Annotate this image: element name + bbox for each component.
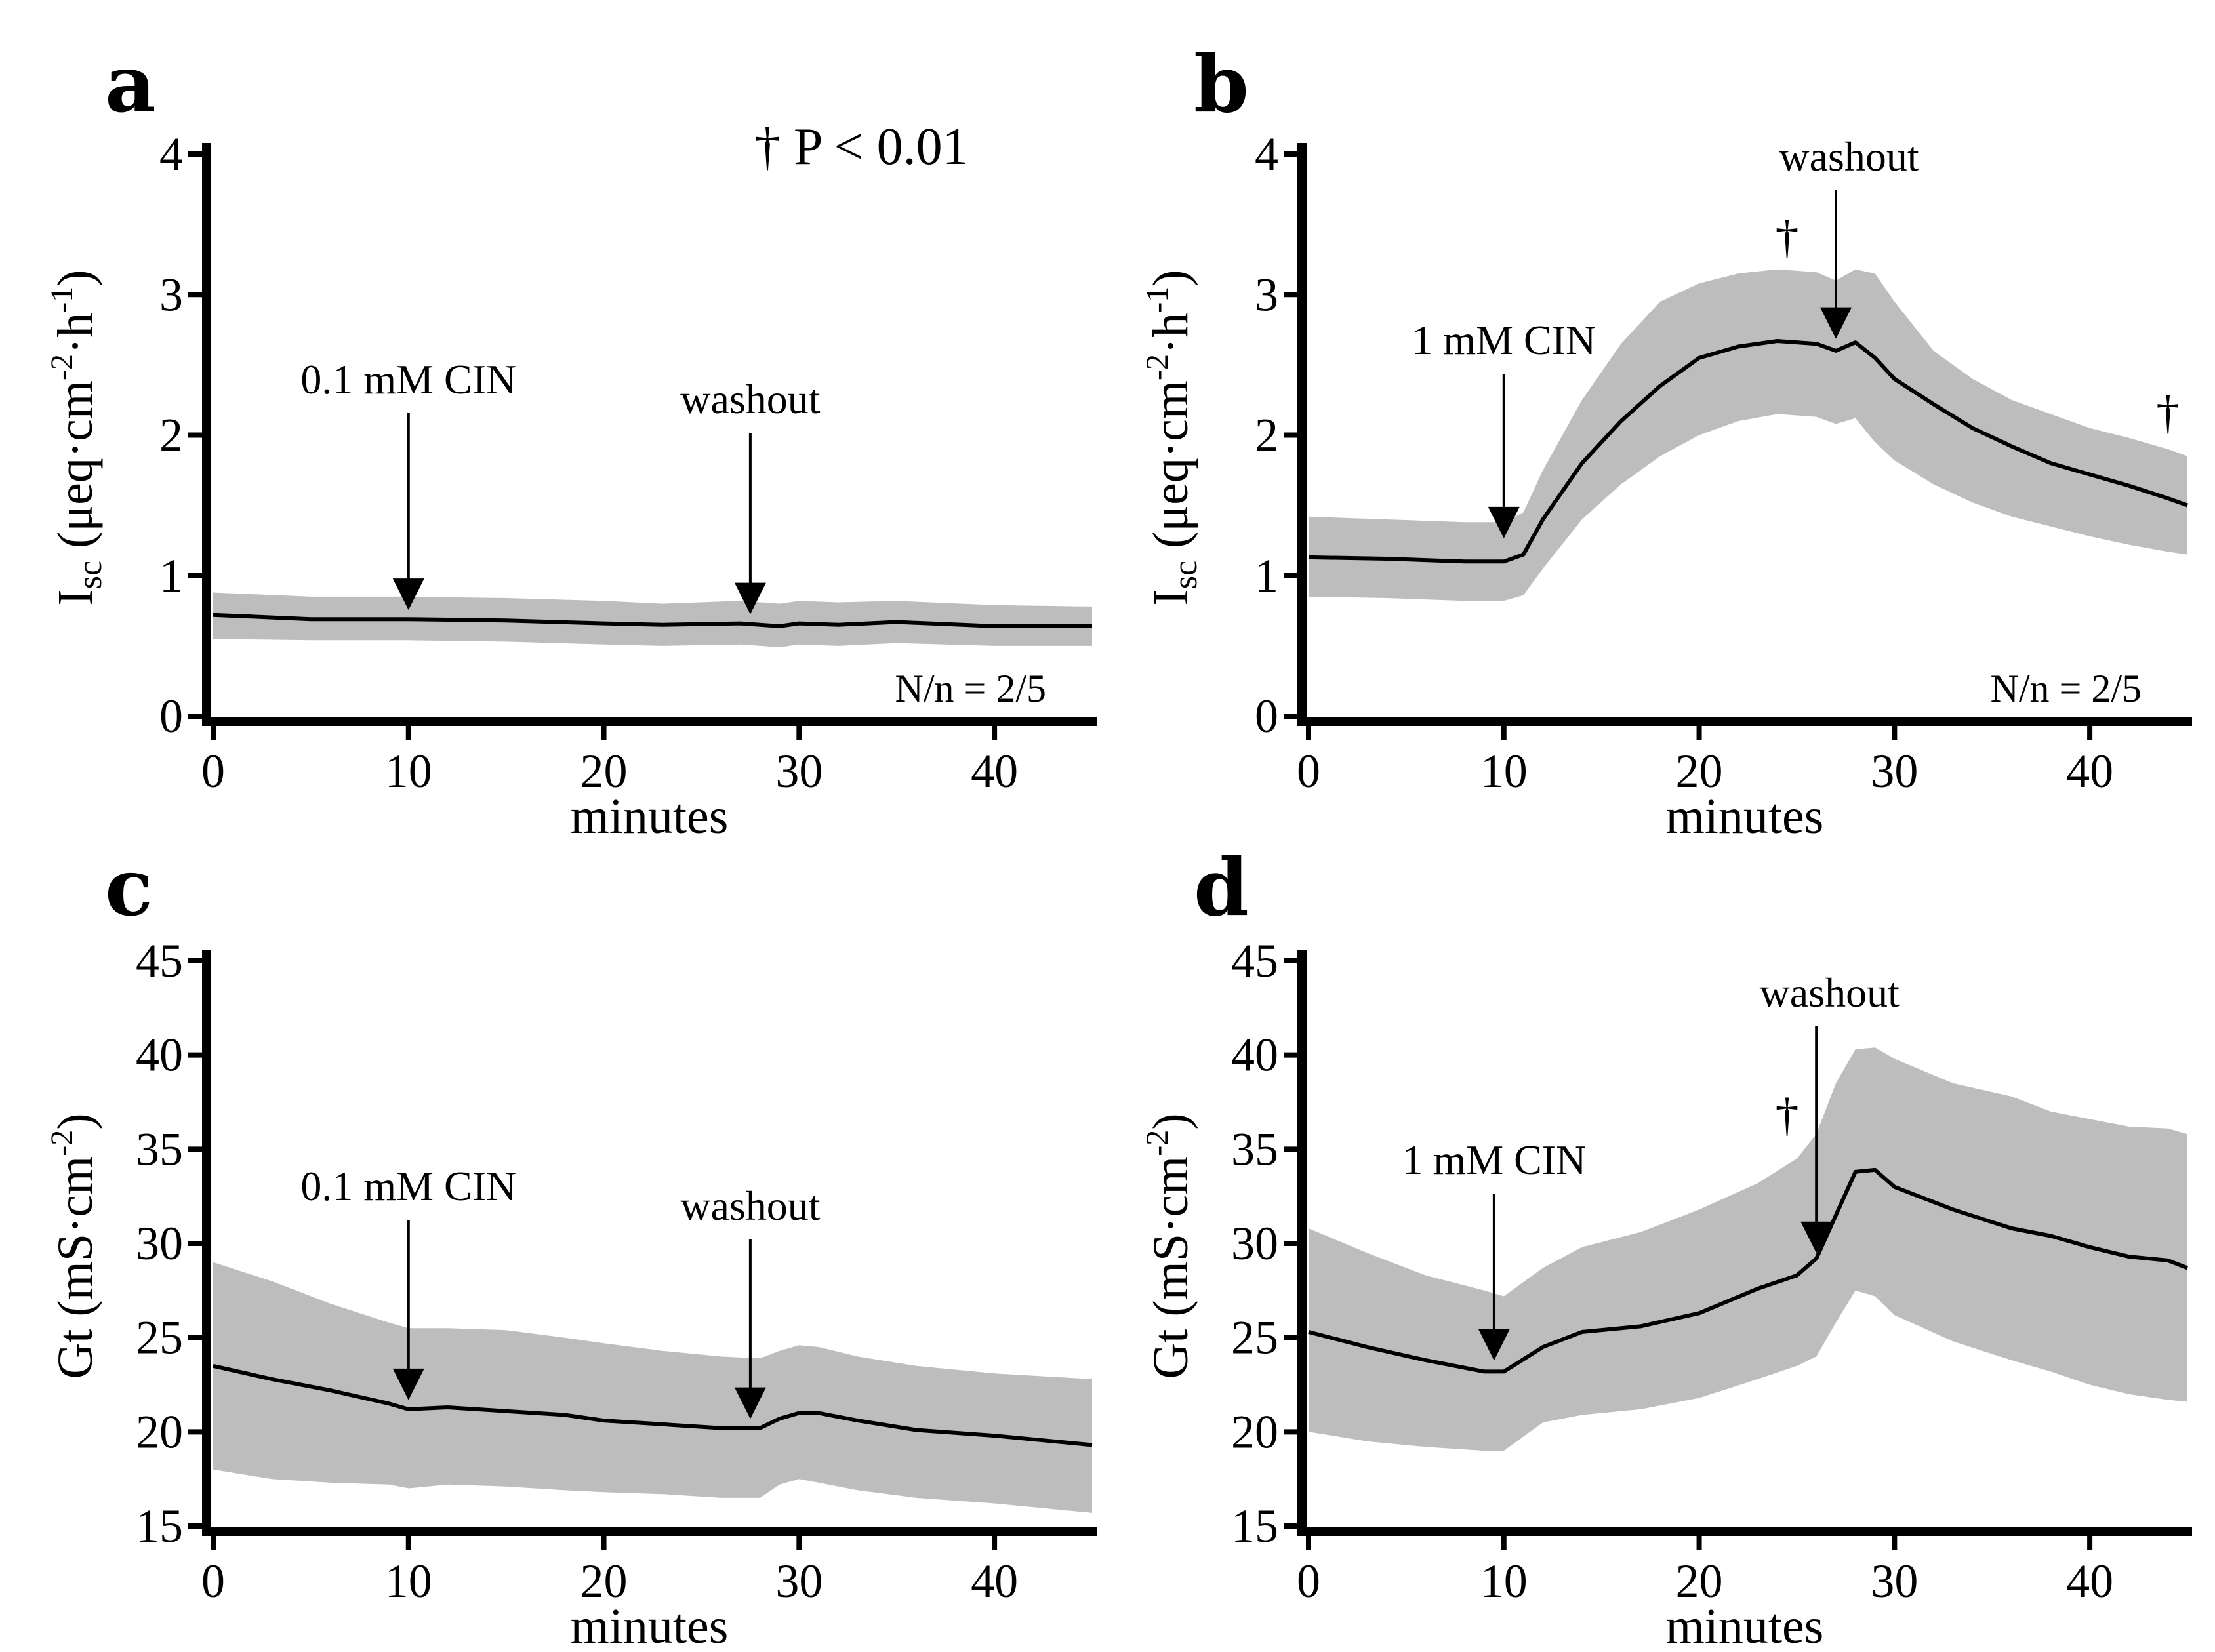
panel-letter-a: a bbox=[105, 38, 156, 131]
x-tick-label-c-0: 0 bbox=[201, 1555, 225, 1607]
n-label-a: N/n = 2/5 bbox=[895, 667, 1046, 710]
annotation-label-a-1: washout bbox=[680, 376, 821, 422]
y-tick-label-b-2: 2 bbox=[1255, 409, 1278, 462]
x-tick-label-d-2: 20 bbox=[1676, 1555, 1723, 1607]
y-tick-label-b-3: 3 bbox=[1255, 268, 1278, 321]
x-axis-title-b: minutes bbox=[1666, 789, 1824, 844]
sd-band-a bbox=[213, 592, 1092, 647]
y-tick-label-d-3: 30 bbox=[1231, 1217, 1278, 1270]
x-tick-label-d-4: 40 bbox=[2066, 1555, 2113, 1607]
y-axis-title-d: Gt (mS·cm-2) bbox=[1140, 1113, 1198, 1379]
y-tick-label-c-3: 30 bbox=[136, 1217, 183, 1270]
n-label-b: N/n = 2/5 bbox=[1990, 667, 2142, 710]
y-tick-label-c-0: 15 bbox=[136, 1500, 183, 1552]
x-tick-label-a-4: 40 bbox=[971, 745, 1018, 797]
y-tick-label-c-2: 25 bbox=[136, 1312, 183, 1364]
x-axis-title-c: minutes bbox=[571, 1599, 729, 1652]
x-tick-label-c-3: 30 bbox=[775, 1555, 823, 1607]
y-tick-label-a-4: 4 bbox=[159, 128, 183, 180]
annotation-label-c-0: 0.1 mM CIN bbox=[300, 1163, 516, 1209]
x-tick-label-b-4: 40 bbox=[2066, 745, 2113, 797]
x-tick-label-d-0: 0 bbox=[1297, 1555, 1320, 1607]
y-tick-label-d-5: 40 bbox=[1231, 1029, 1278, 1081]
annotation-label-b-0: 1 mM CIN bbox=[1412, 317, 1596, 363]
y-tick-label-d-4: 35 bbox=[1231, 1123, 1278, 1175]
y-axis-title-a: Isc (μeq·cm-2·h-1) bbox=[45, 270, 109, 605]
significance-mark-b-0: † bbox=[1776, 211, 1799, 263]
y-axis-title-c: Gt (mS·cm-2) bbox=[45, 1113, 103, 1379]
annotation-label-a-0: 0.1 mM CIN bbox=[300, 356, 516, 403]
panel-letter-d: d bbox=[1194, 841, 1249, 934]
y-tick-label-b-4: 4 bbox=[1255, 128, 1278, 180]
significance-mark-b-1: † bbox=[2156, 386, 2180, 439]
annotation-arrowhead-b-1 bbox=[1820, 307, 1852, 339]
annotation-arrowhead-c-0 bbox=[392, 1368, 424, 1400]
y-tick-label-b-1: 1 bbox=[1255, 550, 1278, 602]
x-tick-label-a-0: 0 bbox=[201, 745, 225, 797]
panel-c: c 15 20 25 30 35 40 45 0 10 20 30 40 minutes Gt (mS·cm… bbox=[45, 841, 1097, 1652]
mean-line-a bbox=[213, 613, 1092, 628]
annotation-arrowhead-a-0 bbox=[392, 578, 424, 611]
y-axis-title-b: Isc (μeq·cm-2·h-1) bbox=[1140, 270, 1204, 605]
annotation-arrowhead-d-1 bbox=[1800, 1221, 1833, 1253]
mean-line-c bbox=[213, 1363, 1093, 1447]
y-tick-label-d-0: 15 bbox=[1231, 1500, 1278, 1552]
y-tick-label-c-6: 45 bbox=[136, 935, 183, 987]
y-tick-label-a-0: 0 bbox=[159, 690, 183, 742]
significance-note: † P < 0.01 bbox=[754, 118, 969, 176]
annotation-arrowhead-c-1 bbox=[734, 1387, 766, 1419]
x-tick-label-c-1: 10 bbox=[385, 1555, 432, 1607]
x-axis-title-a: minutes bbox=[571, 789, 729, 844]
y-tick-label-d-1: 20 bbox=[1231, 1405, 1278, 1458]
annotation-arrowhead-b-0 bbox=[1488, 506, 1520, 538]
annotation-label-b-1: washout bbox=[1779, 133, 1919, 180]
y-tick-label-c-4: 35 bbox=[136, 1123, 183, 1175]
annotation-label-d-1: washout bbox=[1760, 969, 1900, 1016]
annotation-label-c-1: washout bbox=[680, 1182, 821, 1229]
x-tick-label-a-3: 30 bbox=[775, 745, 823, 797]
panel-letter-b: b bbox=[1194, 38, 1249, 131]
mean-line-b bbox=[1308, 339, 2189, 564]
annotation-arrowhead-d-0 bbox=[1478, 1329, 1510, 1361]
x-tick-label-a-1: 10 bbox=[385, 745, 432, 797]
sd-band-c bbox=[213, 1262, 1092, 1513]
significance-mark-d-0: † bbox=[1776, 1089, 1799, 1141]
x-tick-label-a-2: 20 bbox=[580, 745, 628, 797]
y-tick-label-c-1: 20 bbox=[136, 1405, 183, 1458]
y-tick-label-c-5: 40 bbox=[136, 1029, 183, 1081]
y-tick-label-a-3: 3 bbox=[159, 268, 183, 321]
mean-line-d bbox=[1308, 1167, 2189, 1374]
sd-band-d bbox=[1309, 1047, 2187, 1451]
y-tick-label-a-1: 1 bbox=[159, 550, 183, 602]
x-tick-label-b-1: 10 bbox=[1480, 745, 1528, 797]
x-tick-label-b-0: 0 bbox=[1297, 745, 1320, 797]
y-tick-label-b-0: 0 bbox=[1255, 690, 1278, 742]
y-tick-label-a-2: 2 bbox=[159, 409, 183, 462]
x-tick-label-c-2: 20 bbox=[580, 1555, 628, 1607]
annotation-arrowhead-a-1 bbox=[734, 582, 766, 614]
panel-d: d 15 20 25 30 35 40 45 0 10 20 30 40 minutes Gt (mS·cm… bbox=[1140, 841, 2192, 1652]
x-tick-label-b-2: 20 bbox=[1676, 745, 1723, 797]
y-tick-label-d-6: 45 bbox=[1231, 935, 1278, 987]
x-tick-label-d-3: 30 bbox=[1871, 1555, 1918, 1607]
x-axis-title-d: minutes bbox=[1666, 1599, 1824, 1652]
y-tick-label-d-2: 25 bbox=[1231, 1312, 1278, 1364]
annotation-label-d-0: 1 mM CIN bbox=[1402, 1137, 1586, 1183]
x-tick-label-b-3: 30 bbox=[1871, 745, 1918, 797]
x-tick-label-c-4: 40 bbox=[971, 1555, 1018, 1607]
sd-band-b bbox=[1309, 269, 2187, 601]
panel-letter-c: c bbox=[105, 841, 153, 934]
x-tick-label-d-1: 10 bbox=[1480, 1555, 1528, 1607]
